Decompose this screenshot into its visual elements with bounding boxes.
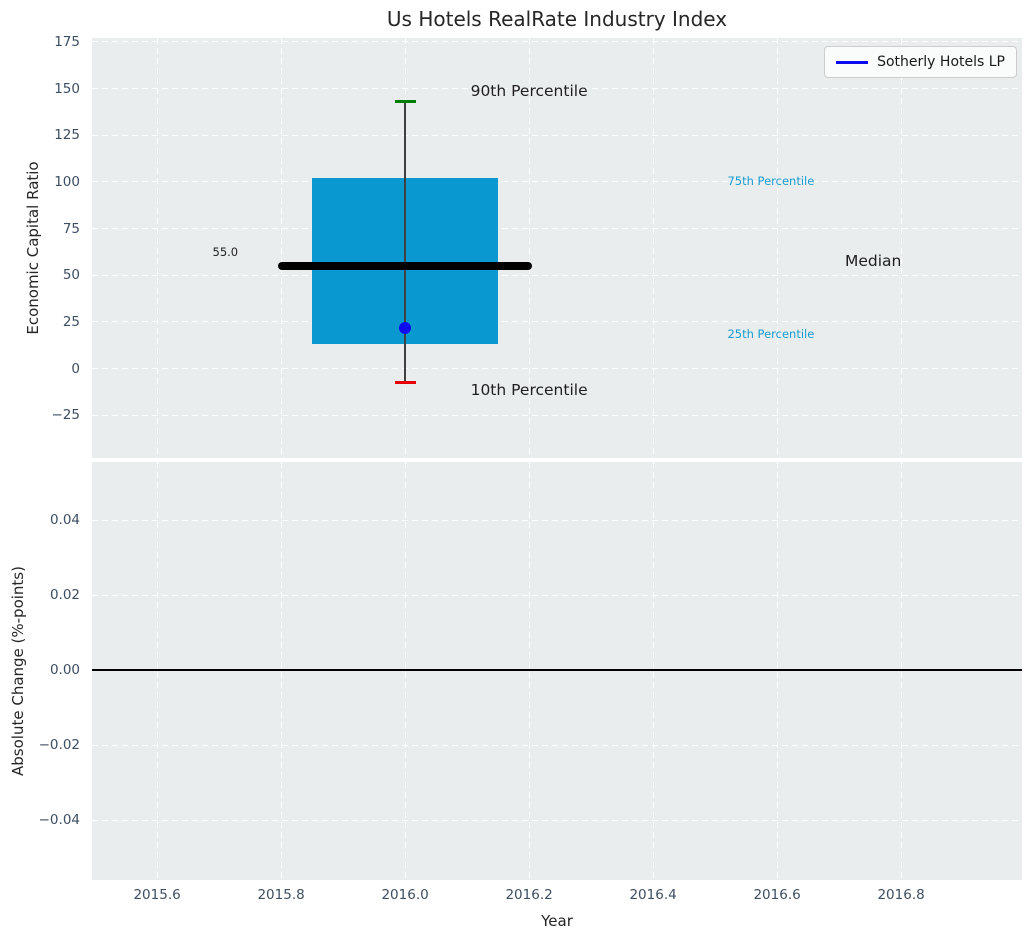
gridline-horizontal [92, 368, 1022, 370]
median-line [278, 261, 533, 270]
gridline-vertical [404, 462, 406, 880]
gridline-vertical [528, 462, 530, 880]
gridline-vertical [156, 38, 158, 458]
bottom-plot-area [92, 462, 1022, 880]
x-tick-label: 2015.8 [257, 887, 305, 903]
y-tick-label: 0.02 [49, 587, 80, 604]
x-tick-label: 2015.6 [133, 887, 181, 903]
y-tick-label: 150 [54, 80, 80, 97]
y-tick-label: 100 [54, 173, 80, 190]
x-tick-label: 2016.4 [629, 887, 677, 903]
chart-title: Us Hotels RealRate Industry Index [386, 7, 728, 31]
gridline-horizontal [92, 321, 1022, 323]
legend-label: Sotherly Hotels LP [877, 54, 1005, 70]
company-data-point [399, 321, 412, 334]
y-tick-label: −0.02 [38, 737, 80, 754]
x-tick-label: 2016.0 [381, 887, 429, 903]
y-tick-label: 25 [62, 313, 80, 330]
x-tick-label: 2016.8 [877, 887, 925, 903]
gridline-vertical [900, 462, 902, 880]
y-tick-label: 75 [62, 220, 80, 237]
gridline-vertical [280, 38, 282, 458]
gridline-horizontal [92, 228, 1022, 230]
y-tick-label: 125 [54, 127, 80, 144]
gridline-vertical [776, 38, 778, 458]
gridline-horizontal [92, 519, 1022, 521]
gridline-horizontal [92, 819, 1022, 821]
x-axis-label: Year [541, 912, 573, 930]
top-y-axis-label: Economic Capital Ratio [24, 161, 42, 335]
gridline-horizontal [92, 414, 1022, 416]
y-tick-label: −25 [51, 407, 81, 424]
y-tick-label: 50 [62, 267, 80, 284]
x-tick-label: 2016.6 [753, 887, 801, 903]
gridline-horizontal [92, 181, 1022, 183]
zero-line [92, 669, 1022, 671]
gridline-horizontal [92, 134, 1022, 136]
y-tick-label: 175 [54, 33, 80, 50]
x-tick-label: 2016.2 [505, 887, 553, 903]
gridline-vertical [280, 462, 282, 880]
legend: Sotherly Hotels LP [824, 46, 1017, 78]
top-plot-area: 90th Percentile 75th Percentile Median 25th… [92, 38, 1022, 458]
gridline-vertical [156, 462, 158, 880]
annotation-25th-percentile: 25th Percentile [727, 326, 815, 341]
legend-line-icon [836, 60, 869, 64]
y-tick-label: 0.00 [49, 662, 80, 679]
annotation-median: Median [844, 251, 902, 270]
gridline-horizontal [92, 744, 1022, 746]
y-tick-label: 0.04 [49, 512, 80, 529]
gridline-vertical [528, 38, 530, 458]
gridline-horizontal [92, 41, 1022, 43]
p90-cap [394, 100, 416, 104]
whisker-line [404, 101, 406, 383]
y-tick-label: 0 [71, 360, 80, 377]
gridline-vertical [652, 462, 654, 880]
gridline-vertical [652, 38, 654, 458]
gridline-horizontal [92, 88, 1022, 90]
gridline-horizontal [92, 274, 1022, 276]
gridline-vertical [776, 462, 778, 880]
p10-cap [394, 381, 416, 385]
gridline-vertical [900, 38, 902, 458]
y-tick-label: −0.04 [38, 812, 80, 829]
gridline-horizontal [92, 594, 1022, 596]
